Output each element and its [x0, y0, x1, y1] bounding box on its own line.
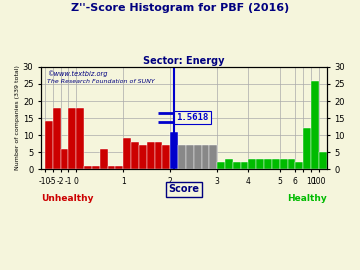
Text: Z''-Score Histogram for PBF (2016): Z''-Score Histogram for PBF (2016) — [71, 3, 289, 13]
Bar — [272, 159, 280, 169]
Text: ©www.textbiz.org: ©www.textbiz.org — [47, 70, 107, 77]
Bar — [131, 142, 139, 169]
Bar — [202, 145, 209, 169]
Bar — [92, 166, 100, 169]
Y-axis label: Number of companies (339 total): Number of companies (339 total) — [15, 66, 20, 170]
Bar — [76, 108, 84, 169]
Bar — [84, 166, 92, 169]
Bar — [162, 145, 170, 169]
Bar — [60, 149, 68, 169]
Bar — [100, 149, 108, 169]
Bar — [217, 162, 225, 169]
Bar — [53, 108, 60, 169]
Text: Unhealthy: Unhealthy — [41, 194, 94, 202]
Bar — [240, 162, 248, 169]
Text: Healthy: Healthy — [287, 194, 327, 202]
Bar — [288, 159, 296, 169]
Bar — [194, 145, 202, 169]
Text: The Research Foundation of SUNY: The Research Foundation of SUNY — [47, 79, 154, 84]
Bar — [209, 145, 217, 169]
Bar — [154, 142, 162, 169]
Text: 1.5618: 1.5618 — [176, 113, 209, 122]
Bar — [303, 128, 311, 169]
Bar — [225, 159, 233, 169]
Bar — [233, 162, 240, 169]
Bar — [319, 152, 327, 169]
Bar — [178, 145, 186, 169]
Bar — [186, 145, 194, 169]
Bar — [147, 142, 154, 169]
Bar — [45, 122, 53, 169]
Bar — [116, 166, 123, 169]
Bar — [108, 166, 116, 169]
Bar — [139, 145, 147, 169]
Bar — [170, 132, 178, 169]
Bar — [248, 159, 256, 169]
Bar — [68, 108, 76, 169]
Bar — [311, 80, 319, 169]
Title: Sector: Energy: Sector: Energy — [143, 56, 225, 66]
Bar — [256, 159, 264, 169]
Bar — [123, 139, 131, 169]
Bar — [280, 159, 288, 169]
Bar — [264, 159, 272, 169]
Bar — [296, 162, 303, 169]
Text: Score: Score — [168, 184, 199, 194]
